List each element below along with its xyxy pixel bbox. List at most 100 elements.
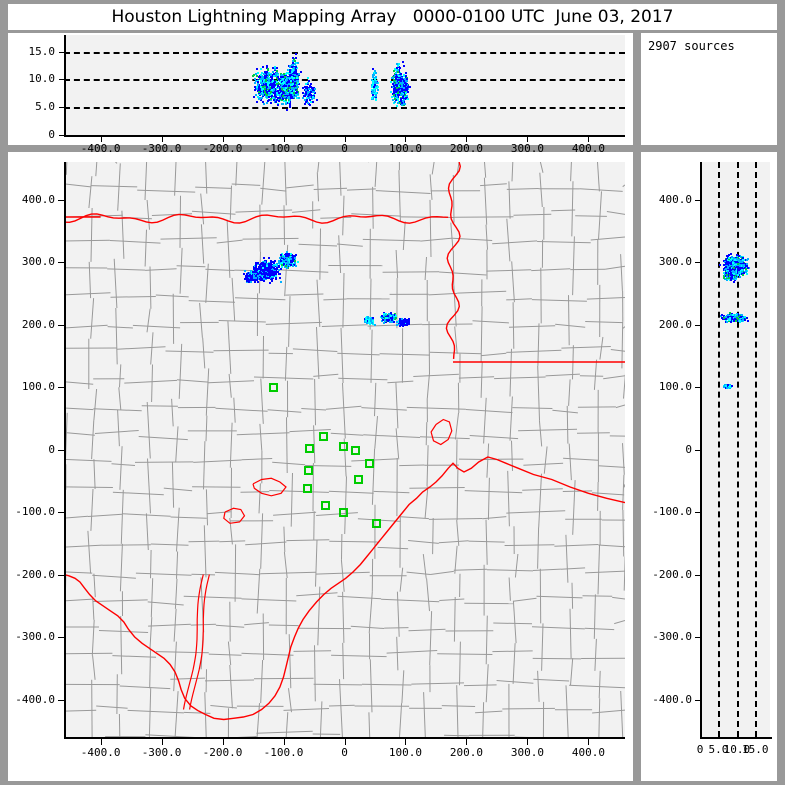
lightning-source-point bbox=[256, 280, 259, 283]
lightning-source-point bbox=[272, 88, 275, 91]
lightning-source-point bbox=[272, 67, 275, 70]
lightning-source-point bbox=[402, 100, 405, 103]
lightning-source-point bbox=[272, 97, 275, 100]
lightning-source-point bbox=[403, 102, 406, 105]
lightning-source-point bbox=[267, 256, 270, 259]
lightning-source-point bbox=[386, 315, 389, 318]
lightning-source-point bbox=[297, 73, 300, 76]
lightning-source-point bbox=[403, 96, 406, 99]
lightning-source-point bbox=[278, 262, 281, 265]
y-axis-tick-label: -400.0 bbox=[652, 692, 692, 706]
lightning-source-point bbox=[256, 81, 259, 84]
lightning-source-point bbox=[398, 77, 401, 80]
lightning-source-point bbox=[371, 97, 374, 100]
lightning-source-point bbox=[253, 73, 256, 76]
lightning-source-point bbox=[266, 263, 269, 266]
lightning-source-point bbox=[294, 63, 297, 66]
lightning-source-point bbox=[307, 88, 310, 91]
lightning-source-point bbox=[395, 63, 398, 66]
lightning-source-point bbox=[372, 89, 375, 92]
lightning-source-point bbox=[376, 88, 379, 91]
x-axis-tick-label: -400.0 bbox=[80, 746, 121, 759]
lightning-source-point bbox=[269, 94, 272, 97]
lightning-source-point bbox=[396, 64, 399, 67]
lightning-source-point bbox=[371, 94, 374, 97]
lightning-source-point bbox=[293, 86, 296, 89]
lightning-source-point bbox=[371, 321, 374, 324]
lightning-source-point bbox=[294, 59, 297, 62]
lightning-source-point bbox=[401, 85, 404, 88]
lightning-source-point bbox=[372, 84, 375, 87]
lightning-source-point bbox=[287, 263, 290, 266]
lightning-source-point bbox=[275, 91, 278, 94]
lightning-source-point bbox=[397, 91, 400, 94]
lightning-source-point bbox=[739, 275, 742, 278]
lightning-source-point bbox=[390, 312, 393, 315]
lightning-source-point bbox=[404, 86, 407, 89]
lightning-source-point bbox=[313, 86, 316, 89]
lightning-source-point bbox=[296, 261, 299, 264]
lightning-source-point bbox=[289, 103, 292, 106]
lightning-source-point bbox=[281, 82, 284, 85]
lightning-source-point bbox=[375, 99, 378, 102]
lightning-source-point bbox=[271, 272, 274, 275]
lightning-source-point bbox=[275, 267, 278, 270]
lightning-source-point bbox=[263, 275, 266, 278]
lightning-source-point bbox=[273, 92, 276, 95]
lightning-source-point bbox=[252, 278, 255, 281]
lightning-source-point bbox=[283, 99, 286, 102]
lightning-source-point bbox=[270, 266, 273, 269]
lightning-source-point bbox=[285, 108, 288, 111]
lightning-source-point bbox=[276, 86, 279, 89]
lightning-source-point bbox=[253, 85, 256, 88]
y-axis-tick-label: 400.0 bbox=[21, 192, 55, 206]
lightning-source-point bbox=[283, 254, 286, 257]
lightning-source-point bbox=[373, 96, 376, 99]
lightning-source-point bbox=[364, 317, 367, 320]
lightning-source-point bbox=[392, 76, 395, 79]
lightning-source-point bbox=[277, 74, 280, 77]
lightning-source-point bbox=[401, 60, 404, 63]
lightning-source-point bbox=[284, 92, 287, 95]
lightning-source-point bbox=[282, 95, 285, 98]
lightning-source-point bbox=[407, 91, 410, 94]
lightning-source-point bbox=[282, 84, 285, 87]
gridline-vertical bbox=[718, 162, 721, 737]
lightning-source-point bbox=[392, 317, 395, 320]
lightning-source-point bbox=[258, 85, 261, 88]
lightning-source-point bbox=[243, 269, 246, 272]
lightning-source-point bbox=[393, 92, 396, 95]
y-axis-line bbox=[64, 35, 66, 137]
lightning-source-point bbox=[280, 92, 283, 95]
lightning-source-point bbox=[278, 83, 281, 86]
lightning-source-point bbox=[289, 97, 292, 99]
lightning-source-point bbox=[292, 259, 295, 262]
lightning-source-point bbox=[288, 100, 291, 103]
lightning-source-point bbox=[369, 323, 372, 326]
lightning-source-point bbox=[289, 261, 292, 264]
lightning-source-point bbox=[255, 268, 258, 271]
lightning-source-point bbox=[373, 88, 376, 91]
lightning-source-point bbox=[367, 318, 370, 321]
y-axis-tick-label: 200.0 bbox=[21, 317, 55, 331]
lightning-source-point bbox=[286, 82, 289, 85]
lightning-source-point bbox=[267, 88, 270, 91]
lightning-source-point bbox=[390, 91, 393, 94]
lightning-source-point bbox=[256, 274, 259, 277]
lightning-source-point bbox=[260, 82, 263, 85]
lightning-source-point bbox=[312, 93, 315, 96]
lightning-source-point bbox=[285, 259, 288, 262]
lightning-source-point bbox=[281, 265, 284, 268]
lightning-source-point bbox=[395, 67, 398, 70]
time-height-panel: -400.0 -300.0 -200.0 -100.0 0 100.0 200.0 300.0… bbox=[8, 33, 633, 155]
lma-station-marker bbox=[351, 445, 361, 455]
lightning-source-point bbox=[293, 91, 296, 94]
lightning-source-point bbox=[246, 278, 249, 281]
lightning-source-point bbox=[265, 266, 268, 269]
lightning-source-point bbox=[283, 90, 286, 93]
lightning-source-point bbox=[253, 265, 256, 268]
lightning-source-point bbox=[401, 87, 404, 90]
lightning-source-point bbox=[374, 97, 377, 100]
lightning-source-point bbox=[259, 267, 262, 270]
lightning-source-point bbox=[296, 74, 299, 77]
